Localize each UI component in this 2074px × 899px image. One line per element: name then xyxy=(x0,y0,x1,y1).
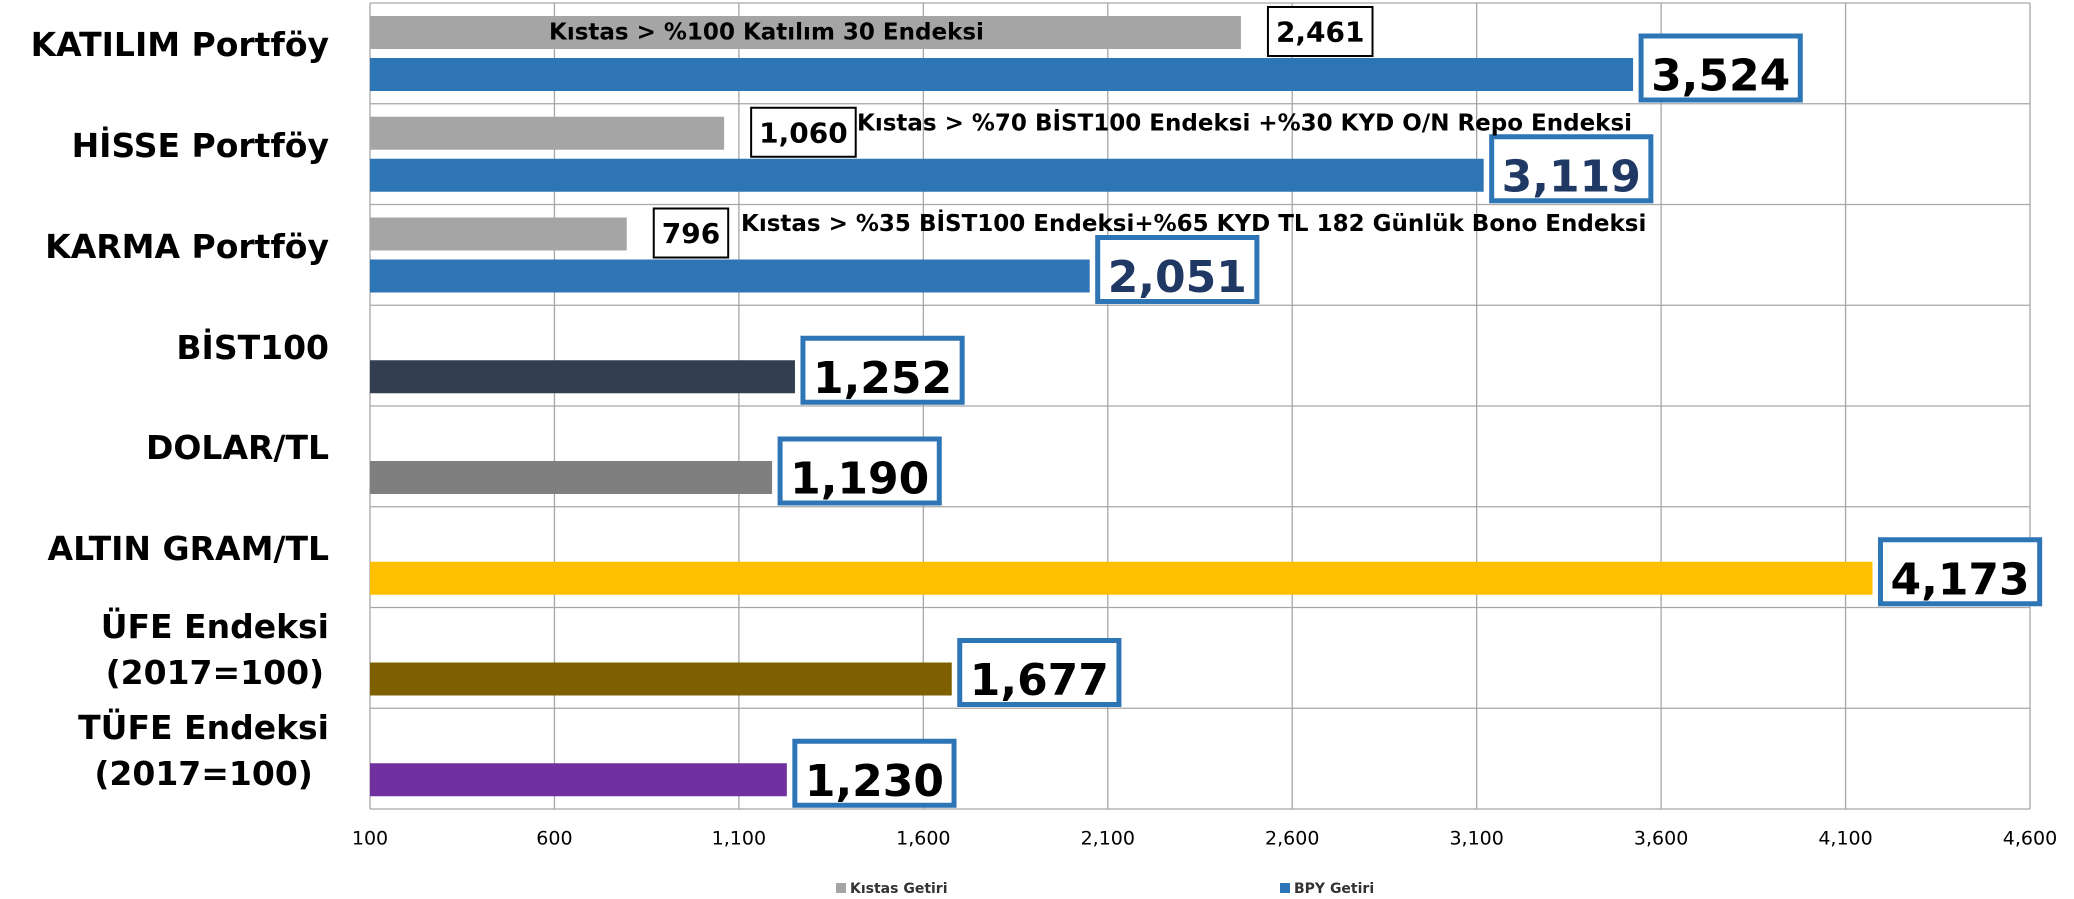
value-label-box xyxy=(1489,134,1654,204)
annotation: Kıstas > %100 Katılım 30 Endeksi xyxy=(549,20,984,46)
value-label: 2,051 xyxy=(1108,252,1247,303)
value-label-box xyxy=(957,638,1122,707)
legend-swatch xyxy=(836,883,846,893)
y-tick-label: KARMA Portföy xyxy=(45,226,329,266)
annotation: Kıstas > %70 BİST100 Endeksi +%30 KYD O/… xyxy=(857,108,1632,136)
x-tick-label: 2,100 xyxy=(1081,828,1135,850)
y-tick-label: ÜFE Endeksi (2017=100) xyxy=(100,606,329,692)
bar xyxy=(370,16,1241,49)
y-tick-label: BİST100 xyxy=(176,327,329,367)
bar xyxy=(370,662,952,696)
x-tick-label: 600 xyxy=(536,828,572,850)
value-label: 2,461 xyxy=(1276,16,1365,49)
value-label: 4,173 xyxy=(1890,554,2029,605)
value-label: 1,252 xyxy=(813,353,952,404)
value-label-box xyxy=(777,436,942,506)
value-label: 3,119 xyxy=(1502,151,1641,202)
value-label: 1,190 xyxy=(790,454,929,505)
value-label-box xyxy=(1877,537,2043,607)
value-label-box xyxy=(1095,235,1260,304)
y-tick-label: TÜFE Endeksi (2017=100) xyxy=(78,707,329,793)
legend-label: Kıstas Getiri xyxy=(850,881,948,897)
legend-label: BPY Getiri xyxy=(1294,881,1374,897)
bar xyxy=(370,461,773,494)
value-label: 1,230 xyxy=(805,756,944,807)
value-label-box xyxy=(792,738,957,808)
bar xyxy=(370,116,725,150)
value-label-box xyxy=(1638,33,1803,103)
y-tick-label: DOLAR/TL xyxy=(145,428,329,468)
bar xyxy=(370,561,1873,595)
y-tick-label: HİSSE Portföy xyxy=(71,126,329,166)
value-label-box xyxy=(1266,6,1374,57)
bar xyxy=(370,217,627,251)
annotation: Kıstas > %35 BİST100 Endeksi+%65 KYD TL … xyxy=(741,209,1646,237)
x-tick-label: 1,100 xyxy=(712,828,766,850)
value-label: 796 xyxy=(662,217,720,250)
value-label-box xyxy=(750,106,857,158)
x-tick-label: 3,100 xyxy=(1449,828,1503,850)
x-tick-label: 100 xyxy=(352,828,388,850)
value-label: 1,677 xyxy=(970,655,1109,706)
bar xyxy=(370,360,795,394)
bar xyxy=(370,259,1090,293)
x-tick-label: 1,600 xyxy=(896,828,950,850)
grid xyxy=(369,2,2031,810)
bar xyxy=(370,158,1484,192)
value-label: 1,060 xyxy=(759,116,848,149)
value-label: 3,524 xyxy=(1651,51,1790,102)
x-tick-label: 2,600 xyxy=(1265,828,1319,850)
x-tick-label: 4,600 xyxy=(2003,828,2057,850)
value-label-box xyxy=(652,207,730,259)
bar xyxy=(370,58,1634,91)
x-tick-label: 3,600 xyxy=(1634,828,1688,850)
x-tick-label: 4,100 xyxy=(1818,828,1872,850)
legend-swatch xyxy=(1280,883,1290,893)
y-tick-label: ALTIN GRAM/TL xyxy=(47,529,329,569)
bar xyxy=(370,763,787,797)
value-label-box xyxy=(800,335,965,405)
y-tick-label: KATILIM Portföy xyxy=(30,25,329,65)
